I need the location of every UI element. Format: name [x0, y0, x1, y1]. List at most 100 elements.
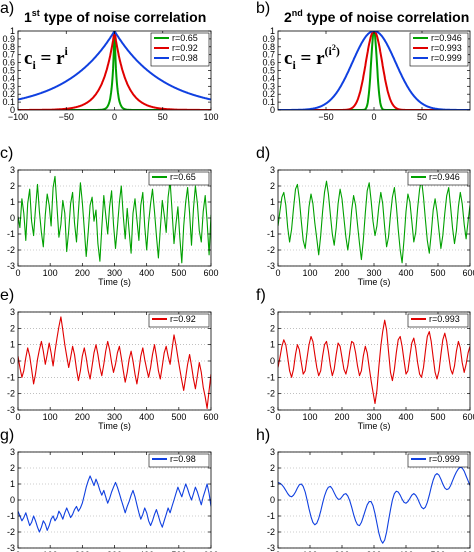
x-tick-label: 300 [107, 412, 122, 422]
x-tick-label: 400 [139, 550, 154, 552]
y-tick-label: 0 [270, 495, 275, 505]
x-tick-label: 100 [302, 412, 317, 422]
legend-entry: r=0.999 [429, 454, 460, 464]
panel-label: d) [256, 145, 270, 162]
y-tick-label: -1 [267, 372, 275, 382]
y-tick-label: -2 [267, 389, 275, 399]
y-tick-label: 0.6 [2, 58, 15, 68]
x-tick-label: 200 [75, 412, 90, 422]
panel-d: d) -3 -2 -1 0 1 2 3 0 100 200 300 400 500 600 Time (s) r… [256, 145, 474, 287]
x-tick-label: −100 [8, 112, 28, 122]
legend: r=0.65r=0.92r=0.98 [150, 32, 210, 67]
y-tick-label: -1 [7, 372, 15, 382]
x-tick-label: 0 [112, 112, 117, 122]
legend-box [407, 171, 469, 186]
y-tick-label: -1 [7, 229, 15, 239]
title-superscript: st [32, 8, 40, 18]
legend-entry: r=0.946 [429, 172, 460, 182]
formula-subscript: i [32, 58, 36, 72]
legend: r=0.98 [148, 453, 210, 468]
x-tick-label: 600 [462, 550, 474, 552]
title-text: type of noise correlation [303, 9, 469, 25]
panel-title: 2nd type of noise correlation [284, 8, 469, 25]
formula: ci = r(i2) [284, 43, 340, 72]
y-tick-label: 1 [10, 479, 15, 489]
x-axis-label: Time (s) [98, 277, 131, 287]
legend-entry: r=0.92 [170, 314, 196, 324]
legend-entry: r=0.65 [172, 33, 198, 43]
y-tick-label: 1 [270, 479, 275, 489]
legend-entry: r=0.946 [431, 33, 462, 43]
legend-box [407, 453, 469, 468]
x-tick-label: 600 [203, 550, 218, 552]
formula-subscript: i [292, 58, 296, 72]
legend: r=0.946 [407, 171, 469, 186]
y-tick-label: 2 [10, 181, 15, 191]
x-tick-label: 600 [203, 412, 218, 422]
legend-box [148, 453, 210, 468]
y-tick-label: -3 [7, 261, 15, 271]
panel-label: c) [0, 145, 13, 162]
y-tick-label: 1 [10, 197, 15, 207]
legend: r=0.92 [148, 313, 210, 328]
x-tick-label: 200 [75, 550, 90, 552]
y-tick-label: -2 [7, 389, 15, 399]
x-tick-label: 300 [107, 550, 122, 552]
x-tick-label: 500 [171, 412, 186, 422]
panel-label: f) [256, 287, 266, 304]
y-tick-label: -1 [7, 511, 15, 521]
formula-base: c [284, 48, 292, 69]
x-axis-label: Time (s) [358, 277, 391, 287]
x-tick-label: −50 [318, 112, 333, 122]
formula-exponent: i [65, 44, 69, 58]
y-tick-label: 1 [10, 340, 15, 350]
y-tick-label: 2 [270, 181, 275, 191]
y-tick-label: 0.4 [2, 73, 15, 83]
title-number: 1 [24, 9, 32, 25]
y-tick-label: 3 [270, 165, 275, 175]
legend-entry: r=0.65 [170, 172, 196, 182]
panel-label: a) [0, 0, 14, 17]
x-tick-label: 300 [366, 268, 381, 278]
y-tick-label: 0 [10, 495, 15, 505]
y-tick-label: 0 [270, 213, 275, 223]
x-tick-label: 200 [334, 550, 349, 552]
y-tick-label: 2 [270, 323, 275, 333]
x-tick-label: 400 [398, 550, 413, 552]
x-tick-label: 100 [43, 412, 58, 422]
y-tick-label: 3 [10, 165, 15, 175]
y-tick-label: 0.8 [2, 42, 15, 52]
y-tick-label: 0 [10, 213, 15, 223]
x-tick-label: 0 [275, 412, 280, 422]
series-line [278, 466, 470, 544]
y-tick-label: -3 [7, 543, 15, 552]
x-tick-label: 500 [430, 550, 445, 552]
y-tick-label: 1 [270, 26, 275, 36]
panel-a: a) 1st type of noise correlation00.10.20.… [0, 0, 219, 122]
y-tick-label: -2 [7, 245, 15, 255]
legend-entry: r=0.92 [172, 43, 198, 53]
x-tick-label: 0 [275, 268, 280, 278]
y-tick-label: 0.3 [2, 81, 15, 91]
x-tick-label: 300 [107, 268, 122, 278]
legend: r=0.993 [407, 313, 469, 328]
x-axis-label: Time (s) [358, 421, 391, 431]
y-tick-label: 0.7 [262, 50, 275, 60]
y-tick-label: 0.9 [2, 34, 15, 44]
y-tick-label: 0.5 [262, 66, 275, 76]
legend-entry: r=0.98 [172, 53, 198, 63]
x-tick-label: 50 [417, 112, 427, 122]
y-tick-label: 2 [10, 463, 15, 473]
x-tick-label: 500 [171, 268, 186, 278]
x-tick-label: 200 [334, 268, 349, 278]
formula-exponent-power: 2 [332, 43, 336, 52]
x-tick-label: 0 [371, 112, 376, 122]
legend-entry: r=0.999 [431, 53, 462, 63]
y-tick-label: 2 [270, 463, 275, 473]
series-line [278, 179, 470, 264]
y-tick-label: 0.4 [262, 73, 275, 83]
formula-equals: = r [36, 48, 65, 69]
x-tick-label: 0 [275, 550, 280, 552]
